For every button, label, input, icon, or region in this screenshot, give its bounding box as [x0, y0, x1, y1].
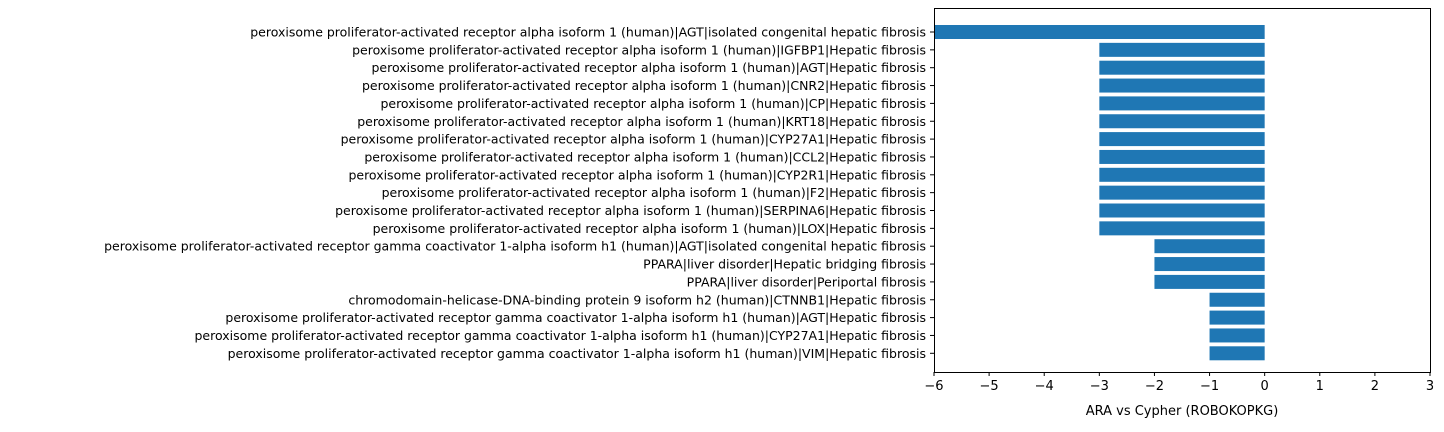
- y-tick-label: peroxisome proliferator-activated recept…: [357, 114, 926, 129]
- y-tick-label: peroxisome proliferator-activated recept…: [364, 149, 926, 164]
- x-axis-title: ARA vs Cypher (ROBOKOPKG): [1086, 404, 1279, 419]
- bar: [1099, 60, 1265, 75]
- bar: [1099, 132, 1265, 147]
- y-tick-label: peroxisome proliferator-activated recept…: [195, 328, 927, 343]
- y-tick-label: peroxisome proliferator-activated recept…: [372, 60, 927, 75]
- bar: [1154, 274, 1265, 289]
- y-tick-label: peroxisome proliferator-activated recept…: [335, 203, 926, 218]
- bar: [1154, 257, 1265, 272]
- y-tick-label: peroxisome proliferator-activated recept…: [104, 239, 926, 254]
- bar: [1099, 185, 1265, 200]
- bar: [1099, 114, 1265, 129]
- bar: [1099, 167, 1265, 182]
- bar: [1099, 78, 1265, 93]
- bar: [1099, 149, 1265, 164]
- bar: [1099, 96, 1265, 111]
- y-tick-label: peroxisome proliferator-activated recept…: [228, 346, 926, 361]
- bar: [1099, 203, 1265, 218]
- y-tick-label: peroxisome proliferator-activated recept…: [250, 25, 926, 40]
- y-tick-label: peroxisome proliferator-activated recept…: [380, 96, 926, 111]
- x-ticks: −6 −5 −4 −3 −2 −1 0 1 2 3: [924, 372, 1434, 394]
- bar: [1099, 42, 1265, 57]
- bar: [1099, 221, 1265, 236]
- x-tick-label: −6: [924, 379, 943, 394]
- x-tick-label: 3: [1426, 379, 1434, 394]
- y-tick-label: peroxisome proliferator-activated recept…: [382, 185, 926, 200]
- bar: [1209, 310, 1265, 325]
- y-tick-labels: peroxisome proliferator-activated recept…: [104, 25, 934, 361]
- x-tick-label: −1: [1200, 379, 1219, 394]
- bar: [934, 25, 1265, 39]
- y-tick-label: peroxisome proliferator-activated recept…: [352, 42, 926, 57]
- bar: [1209, 328, 1265, 343]
- x-tick-label: 1: [1316, 379, 1324, 394]
- x-tick-label: 0: [1261, 379, 1269, 394]
- x-tick-label: −4: [1035, 379, 1054, 394]
- x-tick-label: 2: [1371, 379, 1379, 394]
- bars-group: [934, 25, 1265, 361]
- y-tick-label: chromodomain-helicase-DNA-binding protei…: [348, 292, 926, 307]
- y-tick-label: peroxisome proliferator-activated recept…: [362, 78, 926, 93]
- y-tick-label: peroxisome proliferator-activated recept…: [341, 132, 926, 147]
- x-tick-label: −2: [1145, 379, 1164, 394]
- x-tick-label: −5: [980, 379, 999, 394]
- bar: [1209, 346, 1265, 361]
- y-tick-label: peroxisome proliferator-activated recept…: [348, 167, 926, 182]
- y-tick-label: PPARA|liver disorder|Hepatic bridging fi…: [643, 257, 926, 272]
- plot-frame: [934, 8, 1431, 373]
- y-tick-label: peroxisome proliferator-activated recept…: [225, 310, 926, 325]
- y-tick-label: peroxisome proliferator-activated recept…: [373, 221, 926, 236]
- y-tick-label: PPARA|liver disorder|Periportal fibrosis: [687, 274, 926, 289]
- bar: [1154, 239, 1265, 254]
- x-tick-label: −3: [1090, 379, 1109, 394]
- bar: [1209, 292, 1265, 307]
